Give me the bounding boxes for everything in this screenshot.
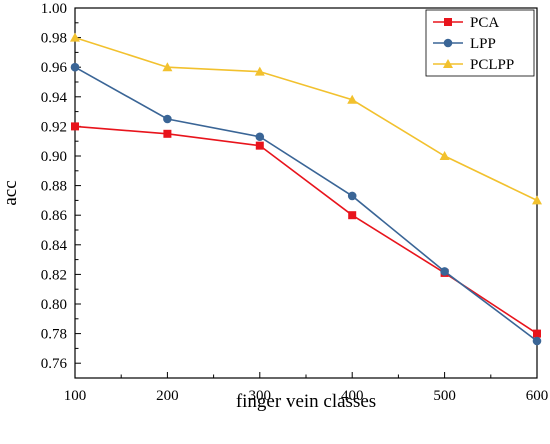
legend-marker-pca xyxy=(444,18,452,26)
data-point-pclpp xyxy=(162,62,173,72)
y-tick-label: 0.98 xyxy=(41,31,67,47)
y-tick-label: 1.00 xyxy=(41,1,67,17)
data-point-pca xyxy=(533,329,541,338)
data-point-pca xyxy=(163,129,172,138)
legend-marker-pclpp xyxy=(443,59,453,68)
x-tick-label: 300 xyxy=(249,388,272,404)
data-point-lpp xyxy=(70,62,80,72)
data-point-pca xyxy=(71,122,79,131)
data-point-pclpp xyxy=(439,151,450,160)
y-tick-label: 0.78 xyxy=(41,327,67,343)
y-axis-label: acc xyxy=(0,180,21,205)
data-point-lpp xyxy=(255,132,265,142)
legend: PCA LPP PCLPP xyxy=(425,9,535,77)
legend-label-pca: PCA xyxy=(470,15,499,31)
y-tick-label: 0.76 xyxy=(41,356,68,372)
x-axis: 100 200 300 400 500 600 xyxy=(64,372,549,404)
y-tick-label: 0.92 xyxy=(41,119,67,135)
y-tick-label: 0.90 xyxy=(41,149,67,165)
x-tick-label: 200 xyxy=(156,388,179,404)
series-layer xyxy=(70,32,542,346)
y-tick-label: 0.94 xyxy=(41,90,68,106)
data-point-lpp xyxy=(440,267,449,276)
data-point-pca xyxy=(348,211,357,220)
x-tick-label: 100 xyxy=(64,388,87,404)
data-point-pclpp xyxy=(532,195,542,205)
series-pclpp xyxy=(70,32,542,205)
data-point-lpp xyxy=(532,336,542,346)
x-tick-label: 500 xyxy=(433,388,456,404)
y-tick-label: 0.88 xyxy=(41,179,67,195)
legend-label-pclpp: PCLPP xyxy=(470,57,514,73)
data-point-pclpp xyxy=(70,32,80,42)
data-point-lpp xyxy=(163,114,172,124)
series-lpp xyxy=(70,62,542,346)
legend-label-lpp: LPP xyxy=(470,36,496,52)
x-tick-label: 600 xyxy=(526,388,549,404)
series-line-pclpp xyxy=(74,36,538,202)
series-line-pca xyxy=(74,125,538,335)
x-axis-label: finger vein classes xyxy=(236,391,376,412)
data-point-lpp xyxy=(347,191,357,201)
series-pca xyxy=(71,122,541,338)
series-line-lpp xyxy=(74,66,538,342)
data-point-pca xyxy=(255,141,264,150)
legend-marker-lpp xyxy=(443,38,453,48)
y-tick-label: 0.84 xyxy=(41,238,68,254)
y-tick-label: 0.86 xyxy=(41,208,68,224)
x-tick-label: 400 xyxy=(341,388,364,404)
y-tick-label: 0.80 xyxy=(41,297,67,313)
data-point-pclpp xyxy=(254,66,265,76)
y-tick-label: 0.96 xyxy=(41,60,68,76)
data-point-pclpp xyxy=(347,94,358,104)
y-tick-label: 0.82 xyxy=(41,267,67,283)
